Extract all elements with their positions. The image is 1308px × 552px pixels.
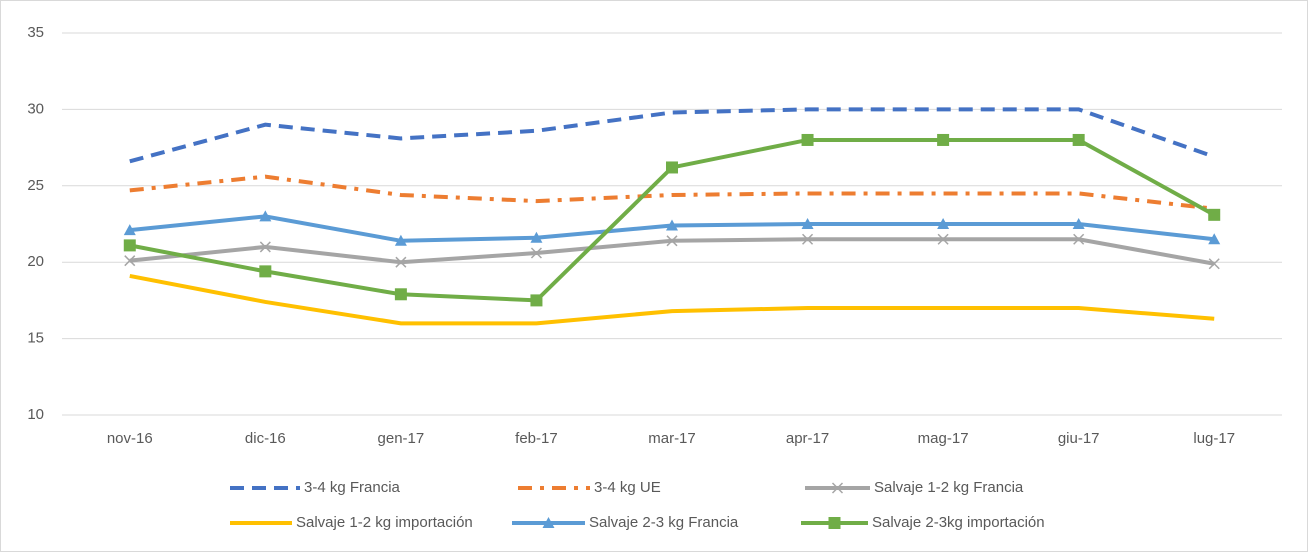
x-tick-label: lug-17: [1193, 430, 1235, 447]
x-tick-label: feb-17: [515, 430, 558, 447]
legend-label: Salvaje 2-3kg importación: [872, 514, 1045, 531]
marker: [530, 294, 543, 307]
marker: [395, 256, 407, 268]
x-tick-label: nov-16: [107, 430, 153, 447]
x-tick-label: giu-17: [1058, 430, 1100, 447]
legend-label: Salvaje 2-3 kg Francia: [589, 514, 739, 531]
marker: [937, 133, 950, 146]
series-line: [129, 107, 1215, 164]
marker: [801, 218, 814, 229]
legend-label: Salvaje 1-2 kg importación: [296, 514, 473, 531]
marker: [123, 224, 136, 236]
marker: [666, 219, 678, 231]
marker: [259, 265, 272, 278]
y-tick-label: 10: [27, 406, 44, 423]
x-tick-label: dic-16: [245, 430, 286, 447]
marker: [530, 231, 543, 243]
marker: [259, 241, 271, 253]
marker: [394, 234, 407, 246]
marker: [801, 133, 814, 146]
marker: [530, 247, 542, 259]
series-line: [129, 174, 1215, 211]
x-tick-label: apr-17: [786, 430, 829, 447]
x-tick-label: mag-17: [918, 430, 969, 447]
y-tick-label: 20: [27, 253, 44, 270]
legend-label: Salvaje 1-2 kg Francia: [874, 479, 1024, 496]
marker: [828, 517, 841, 529]
marker: [831, 482, 844, 494]
legend-label: 3-4 kg UE: [594, 479, 661, 496]
marker: [937, 218, 950, 229]
marker: [1208, 233, 1221, 245]
marker: [124, 255, 136, 267]
marker: [937, 233, 949, 245]
marker: [123, 239, 136, 252]
y-tick-label: 25: [27, 177, 44, 194]
marker: [666, 161, 678, 174]
marker: [1072, 218, 1085, 229]
marker: [394, 288, 407, 301]
y-tick-label: 15: [27, 330, 44, 347]
marker: [259, 210, 272, 222]
legend-label: 3-4 kg Francia: [304, 479, 401, 496]
marker: [1072, 133, 1085, 146]
y-tick-label: 30: [27, 100, 44, 117]
series-line: [129, 273, 1215, 326]
marker: [802, 233, 814, 245]
marker: [666, 235, 678, 247]
y-tick-label: 35: [27, 24, 44, 41]
marker: [1208, 208, 1221, 221]
x-tick-label: mar-17: [648, 430, 696, 447]
marker: [1073, 233, 1085, 245]
x-tick-label: gen-17: [378, 430, 425, 447]
marker: [1208, 258, 1220, 270]
marker: [542, 517, 555, 528]
